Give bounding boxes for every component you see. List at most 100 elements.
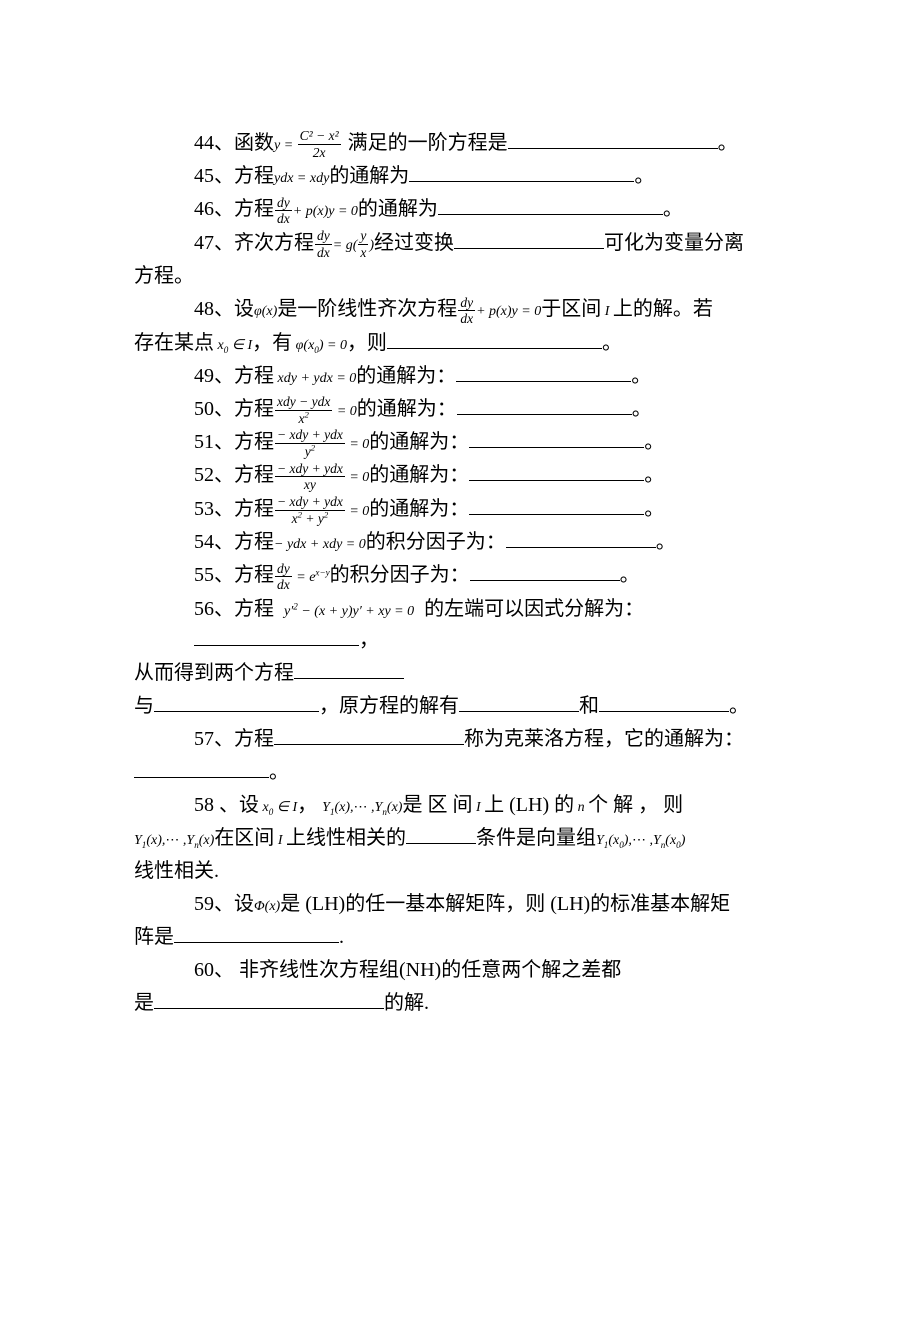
q48-f1: φ(x): [254, 304, 277, 319]
q55-mid: = ex−y: [293, 570, 330, 585]
problem-46: 46、方程dydx+ p(x)y = 0的通解为。: [194, 194, 786, 225]
q51-frac-num: − xdy + ydx: [275, 428, 345, 443]
q58-d: 上 (LH) 的: [484, 794, 574, 816]
q47-num: 47、: [194, 232, 234, 254]
q52-frac: − xdy + ydxxy: [275, 462, 345, 492]
q54-blank: [506, 529, 656, 548]
q54-f: − ydx + xdy = 0: [274, 537, 366, 552]
q47-d: 方程。: [134, 265, 194, 287]
problem-57: 57、方程称为克莱洛方程，它的通解为：: [194, 724, 786, 755]
q58-l2a: Y1(x),⋯ ,Yn(x): [134, 833, 214, 848]
q52-mid: = 0: [346, 470, 369, 485]
q53-mid: = 0: [346, 504, 369, 519]
q50-blank: [457, 396, 632, 415]
q48-e: 存在某点: [134, 332, 214, 354]
q47-frac2-num: y: [358, 229, 368, 244]
q51-num: 51、: [194, 431, 234, 453]
q56-blank3: [154, 693, 319, 712]
q45-a: 方程: [234, 165, 274, 187]
q48-frac-num: dy: [458, 296, 475, 311]
q55-frac-num: dy: [275, 562, 292, 577]
q56-f: y′2 − (x + y)y′ + xy = 0: [284, 604, 414, 619]
q50-end: 。: [632, 398, 652, 420]
q58-l3: 线性相关.: [134, 860, 219, 882]
q52-blank: [469, 462, 644, 481]
q50-b: 的通解为：: [357, 398, 457, 420]
problem-49: 49、方程 xdy + ydx = 0的通解为：。: [194, 361, 786, 392]
q44-a: 函数: [234, 132, 274, 154]
problem-60-cont: 是的解.: [134, 988, 786, 1019]
q56-g: ，原方程的解有: [319, 695, 459, 717]
q44-frac-num: C² − x²: [298, 129, 341, 144]
q50-mid: = 0: [333, 404, 356, 419]
q56-c: ，: [359, 629, 379, 651]
q48-f5: φ(x0) = 0: [292, 338, 347, 353]
q46-mid-t: + p(x)y = 0: [293, 204, 358, 219]
q58-f1: x0 ∈ I: [259, 800, 297, 815]
q51-blank: [469, 429, 644, 448]
q53-frac: − xdy + ydxx2 + y2: [275, 495, 345, 525]
q52-a: 方程: [234, 464, 274, 486]
q51-frac-den: y2: [275, 443, 345, 459]
q48-g: ，有: [252, 332, 292, 354]
q57-b: 称为克莱洛方程，它的通解为：: [464, 728, 744, 750]
q54-a: 方程: [234, 531, 274, 553]
q44-frac: C² − x²2x: [298, 129, 341, 159]
q56-end: 。: [729, 695, 749, 717]
problem-47-cont: 方程。: [134, 261, 786, 292]
q59-c: 阵是: [134, 926, 174, 948]
q48-f3: I: [601, 304, 613, 319]
q45-b: 的通解为: [329, 165, 409, 187]
q56-e: 与: [134, 695, 154, 717]
q55-num: 55、: [194, 564, 234, 586]
q49-a: 方程: [234, 365, 274, 387]
q47-frac2-den: x: [358, 244, 368, 260]
q57-a: 方程: [234, 728, 274, 750]
q51-mid: = 0: [346, 437, 369, 452]
problem-56: 56、方程 y′2 − (x + y)y′ + xy = 0 的左端可以因式分解…: [194, 594, 786, 656]
q52-num: 52、: [194, 464, 234, 486]
q48-num: 48、: [194, 298, 234, 320]
q59-end: .: [339, 926, 344, 948]
q48-blank: [387, 330, 602, 349]
q44-end: 。: [718, 132, 738, 154]
q47-b: 经过变换: [374, 232, 454, 254]
q48-frac-den: dx: [458, 310, 475, 326]
q49-num: 49、: [194, 365, 234, 387]
q48-c: 于区间: [541, 298, 601, 320]
q51-a: 方程: [234, 431, 274, 453]
q48-end: 。: [602, 332, 622, 354]
q46-a: 方程: [234, 198, 274, 220]
q57-end: 。: [269, 761, 289, 783]
q46-frac: dydx: [275, 196, 292, 226]
q57-blank2: [134, 759, 269, 778]
q50-frac: xdy − ydxx2: [275, 395, 332, 425]
q58-e: 个 解 ， 则: [588, 794, 683, 816]
q56-d: 从而得到两个方程: [134, 662, 294, 684]
q56-blank1: [194, 627, 359, 646]
q53-frac-den: x2 + y2: [275, 510, 345, 526]
q50-a: 方程: [234, 398, 274, 420]
q57-blank1: [274, 726, 464, 745]
q55-frac: dydx: [275, 562, 292, 592]
q58-f4: n: [574, 800, 588, 815]
problem-58: 58 、设 x0 ∈ I， Y1(x),⋯ ,Yn(x)是 区 间 I 上 (L…: [194, 790, 786, 821]
q60-blank: [154, 990, 384, 1009]
q58-num: 58 、: [194, 794, 239, 816]
q58-f2: Y1(x),⋯ ,Yn(x): [322, 800, 402, 815]
q54-num: 54、: [194, 531, 234, 553]
q48-d: 上的解。若: [613, 298, 713, 320]
q44-num: 44、: [194, 132, 234, 154]
q55-blank: [470, 562, 620, 581]
q58-l2d: 上线性相关的: [286, 827, 406, 849]
q59-f1: Φ(x): [254, 899, 280, 914]
q56-num: 56、: [194, 598, 234, 620]
problem-60: 60、 非齐线性次方程组(NH)的任意两个解之差都: [194, 955, 786, 986]
q52-frac-den: xy: [275, 476, 345, 492]
q44-blank: [508, 130, 718, 149]
problem-56-cont1: 从而得到两个方程: [134, 658, 786, 689]
q56-blank2: [294, 660, 404, 679]
problem-56-cont2: 与，原方程的解有和。: [134, 691, 786, 722]
q45-num: 45、: [194, 165, 234, 187]
q55-a: 方程: [234, 564, 274, 586]
